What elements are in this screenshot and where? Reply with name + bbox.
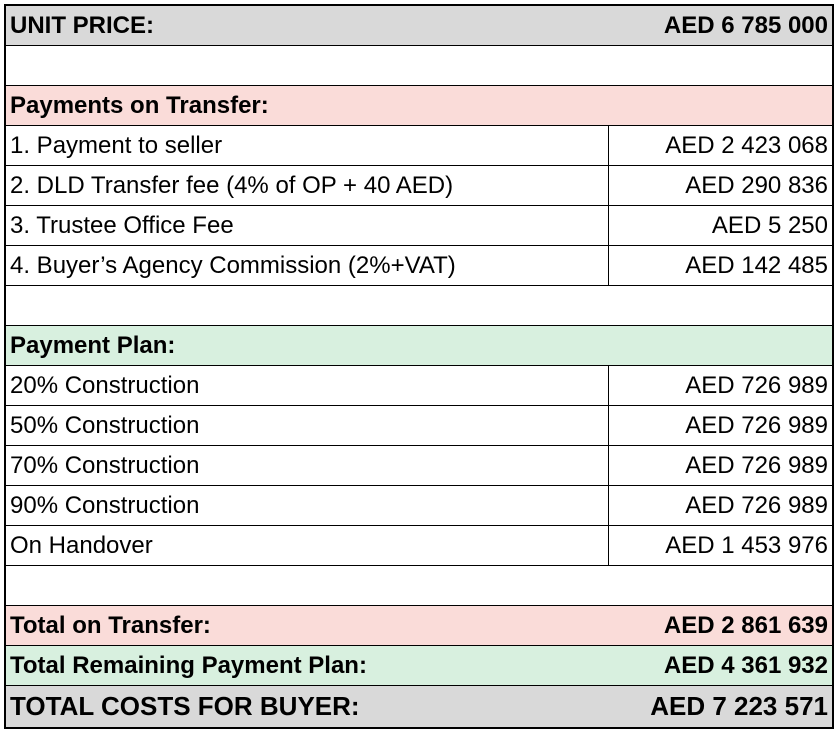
table-row: 2. DLD Transfer fee (4% of OP + 40 AED) A… [5, 165, 833, 206]
value-cell: AED 726 989 [608, 445, 833, 486]
table-row: 1. Payment to seller AED 2 423 068 [5, 125, 833, 166]
value-cell: AED 2 861 639 [608, 605, 833, 646]
value-cell: AED 1 453 976 [608, 525, 833, 566]
value-cell: AED 5 250 [608, 205, 833, 246]
label-cell: 90% Construction [5, 485, 609, 526]
value-cell: AED 6 785 000 [608, 4, 833, 46]
table-row [5, 45, 833, 86]
table-row: UNIT PRICE: AED 6 785 000 [5, 4, 833, 46]
value-cell: AED 290 836 [608, 165, 833, 206]
value-cell: AED 726 989 [608, 405, 833, 446]
empty-cell [5, 285, 833, 326]
cost-table: UNIT PRICE: AED 6 785 000 Payments on Tran… [4, 4, 834, 729]
section-title: Payments on Transfer: [5, 85, 833, 126]
table-row: 4. Buyer’s Agency Commission (2%+VAT) AED… [5, 245, 833, 286]
label-cell: Total Remaining Payment Plan: [5, 645, 608, 686]
value-cell: AED 7 223 571 [608, 685, 833, 729]
value-cell: AED 4 361 932 [608, 645, 833, 686]
label-cell: On Handover [5, 525, 609, 566]
table-row: 20% Construction AED 726 989 [5, 365, 833, 406]
label-cell: 3. Trustee Office Fee [5, 205, 609, 246]
value-cell: AED 142 485 [608, 245, 833, 286]
label-cell: Total on Transfer: [5, 605, 608, 646]
table-row: Payments on Transfer: [5, 85, 833, 126]
table-row: 70% Construction AED 726 989 [5, 445, 833, 486]
table-row [5, 285, 833, 326]
label-cell: 2. DLD Transfer fee (4% of OP + 40 AED) [5, 165, 609, 206]
table-row: 3. Trustee Office Fee AED 5 250 [5, 205, 833, 246]
label-cell: TOTAL COSTS FOR BUYER: [5, 685, 608, 729]
label-cell: 70% Construction [5, 445, 609, 486]
value-cell: AED 726 989 [608, 485, 833, 526]
label-cell: 1. Payment to seller [5, 125, 609, 166]
value-cell: AED 2 423 068 [608, 125, 833, 166]
table-row: 90% Construction AED 726 989 [5, 485, 833, 526]
table-row: 50% Construction AED 726 989 [5, 405, 833, 446]
table-row [5, 565, 833, 606]
table-row: TOTAL COSTS FOR BUYER: AED 7 223 571 [5, 685, 833, 729]
empty-cell [5, 565, 833, 606]
label-cell: 20% Construction [5, 365, 609, 406]
value-cell: AED 726 989 [608, 365, 833, 406]
table-row: Total Remaining Payment Plan: AED 4 361 9… [5, 645, 833, 686]
table-row: Total on Transfer: AED 2 861 639 [5, 605, 833, 646]
section-title: Payment Plan: [5, 325, 833, 366]
table-row: Payment Plan: [5, 325, 833, 366]
label-cell: 4. Buyer’s Agency Commission (2%+VAT) [5, 245, 609, 286]
empty-cell [5, 45, 833, 86]
table-row: On Handover AED 1 453 976 [5, 525, 833, 566]
label-cell: 50% Construction [5, 405, 609, 446]
table-body: UNIT PRICE: AED 6 785 000 Payments on Tran… [5, 4, 833, 729]
label-cell: UNIT PRICE: [5, 4, 608, 46]
